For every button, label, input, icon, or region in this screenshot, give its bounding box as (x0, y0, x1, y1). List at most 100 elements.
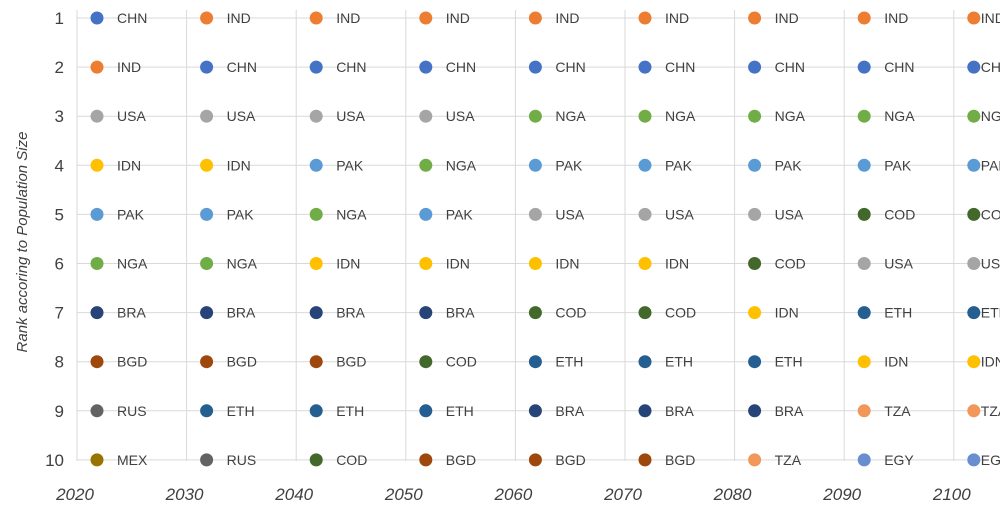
y-tick-label: 1 (55, 9, 64, 28)
point-label-CHN: CHN (775, 59, 805, 75)
point-NGA-2080 (748, 109, 762, 123)
point-PAK-2030 (200, 207, 214, 221)
point-label-CHN: CHN (665, 59, 695, 75)
point-TZA-2100 (967, 404, 981, 418)
point-IDN-2040 (309, 257, 323, 270)
point-label-CHN: CHN (884, 59, 914, 75)
point-BRA-2080 (748, 404, 762, 418)
point-BGD-2050 (419, 453, 433, 467)
point-ETH-2090 (857, 306, 871, 320)
point-USA-2050 (419, 109, 433, 123)
point-label-ETH: ETH (555, 354, 583, 370)
point-NGA-2020 (90, 257, 104, 270)
point-COD-2070 (638, 306, 652, 320)
point-ETH-2040 (309, 404, 323, 418)
point-BGD-2040 (309, 355, 323, 369)
point-label-PAK: PAK (665, 157, 693, 173)
point-label-PAK: PAK (555, 157, 583, 173)
y-tick-label: 10 (45, 451, 64, 470)
x-tick-label: 2060 (493, 485, 532, 504)
point-USA-2090 (857, 257, 871, 270)
point-label-USA: USA (981, 256, 1000, 272)
point-IND-2050 (419, 11, 433, 25)
point-IDN-2050 (419, 257, 433, 270)
point-IDN-2020 (90, 158, 104, 172)
point-label-USA: USA (227, 108, 256, 124)
x-tick-label: 2100 (932, 485, 971, 504)
point-label-TZA: TZA (981, 403, 1000, 419)
point-IND-2040 (309, 11, 323, 25)
point-CHN-2050 (419, 60, 433, 74)
point-label-BRA: BRA (446, 305, 475, 321)
point-label-IDN: IDN (227, 157, 251, 173)
point-label-ETH: ETH (227, 403, 255, 419)
point-label-BRA: BRA (336, 305, 365, 321)
y-tick-label: 3 (55, 107, 64, 126)
point-ETH-2060 (528, 355, 542, 369)
point-label-PAK: PAK (775, 157, 803, 173)
point-BRA-2060 (528, 404, 542, 418)
point-label-IDN: IDN (665, 256, 689, 272)
point-label-IDN: IDN (884, 354, 908, 370)
point-label-COD: COD (336, 452, 367, 468)
point-label-IND: IND (227, 10, 251, 26)
point-label-IDN: IDN (775, 305, 799, 321)
point-label-CHN: CHN (227, 59, 257, 75)
point-COD-2060 (528, 306, 542, 320)
point-label-TZA: TZA (884, 403, 911, 419)
point-BGD-2060 (528, 453, 542, 467)
point-label-COD: COD (775, 256, 806, 272)
point-IDN-2060 (528, 257, 542, 270)
point-label-COD: COD (665, 305, 696, 321)
point-label-IDN: IDN (555, 256, 579, 272)
x-tick-label: 2040 (274, 485, 313, 504)
point-BRA-2020 (90, 306, 104, 320)
point-label-USA: USA (884, 256, 913, 272)
point-label-IDN: IDN (336, 256, 360, 272)
point-label-RUS: RUS (227, 452, 257, 468)
point-label-IND: IND (336, 10, 360, 26)
point-label-BGD: BGD (665, 452, 695, 468)
x-tick-label: 2070 (603, 485, 642, 504)
x-tick-label: 2080 (713, 485, 752, 504)
point-label-COD: COD (555, 305, 586, 321)
point-EGY-2090 (857, 453, 871, 467)
point-label-NGA: NGA (981, 108, 1000, 124)
point-CHN-2030 (200, 60, 214, 74)
point-label-BRA: BRA (775, 403, 804, 419)
point-IND-2020 (90, 60, 104, 74)
point-IND-2100 (967, 11, 981, 25)
point-label-BRA: BRA (227, 305, 256, 321)
point-label-ETH: ETH (665, 354, 693, 370)
point-USA-2020 (90, 109, 104, 123)
point-IDN-2080 (748, 306, 762, 320)
point-label-IND: IND (446, 10, 470, 26)
point-NGA-2040 (309, 207, 323, 221)
point-label-PAK: PAK (981, 157, 1000, 173)
point-ETH-2050 (419, 404, 433, 418)
point-label-PAK: PAK (884, 157, 912, 173)
point-label-NGA: NGA (775, 108, 806, 124)
point-label-MEX: MEX (117, 452, 148, 468)
y-axis-ticks: 1 2 3 4 5 6 7 8 9 10 (45, 9, 64, 470)
y-tick-label: 6 (55, 255, 64, 274)
y-tick-label: 9 (55, 402, 64, 421)
point-label-IND: IND (981, 10, 1000, 26)
point-CHN-2070 (638, 60, 652, 74)
point-label-NGA: NGA (446, 157, 477, 173)
point-label-COD: COD (981, 206, 1000, 222)
point-TZA-2080 (748, 453, 762, 467)
point-label-PAK: PAK (227, 206, 255, 222)
point-PAK-2040 (309, 158, 323, 172)
point-ETH-2100 (967, 306, 981, 320)
point-label-ETH: ETH (981, 305, 1000, 321)
point-BRA-2040 (309, 306, 323, 320)
point-MEX-2020 (90, 453, 104, 467)
point-COD-2050 (419, 355, 433, 369)
point-label-PAK: PAK (336, 157, 364, 173)
point-label-CHN: CHN (555, 59, 585, 75)
y-tick-label: 4 (55, 156, 64, 175)
point-label-RUS: RUS (117, 403, 147, 419)
point-NGA-2090 (857, 109, 871, 123)
